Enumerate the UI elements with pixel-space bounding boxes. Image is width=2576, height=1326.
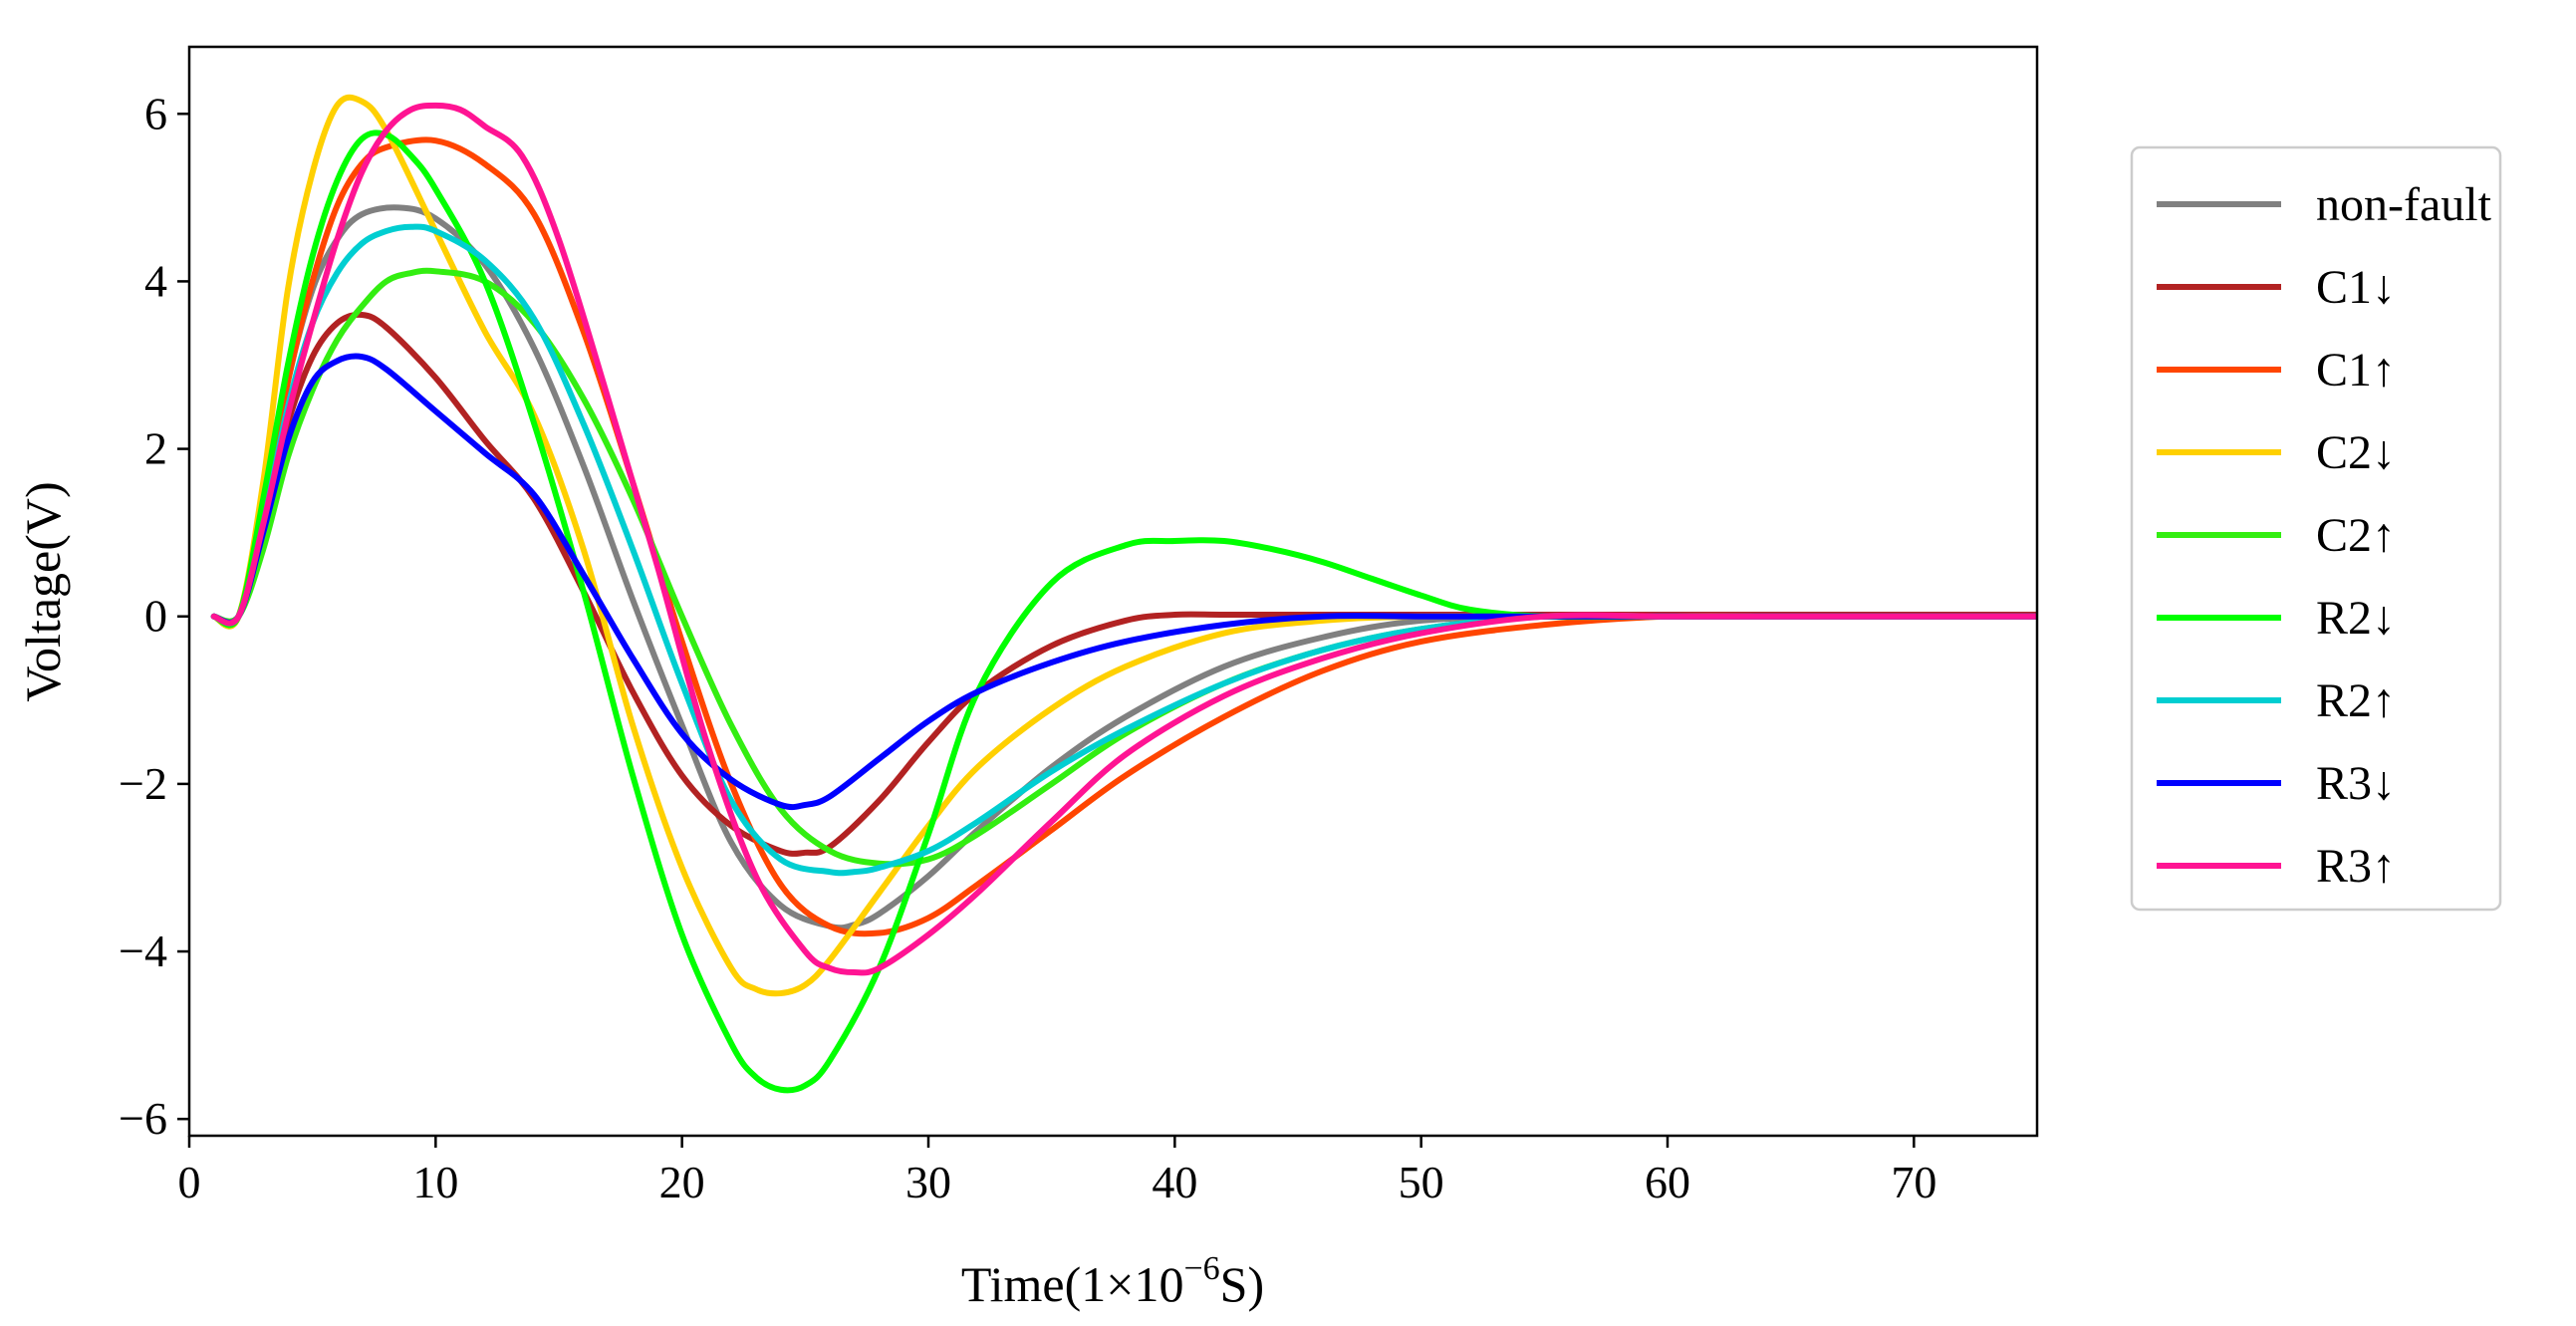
x-tick-label: 30	[905, 1157, 951, 1207]
y-axis-ticks: −6 −4 −2 0 2 4 6	[119, 88, 189, 1144]
y-tick-label: −6	[119, 1093, 167, 1144]
x-axis-ticks: 0 10 20 30 40 50 60 70	[178, 1136, 1936, 1207]
legend-label: R2↑	[2316, 674, 2396, 727]
legend-label: C2↑	[2316, 509, 2396, 562]
y-tick-label: 2	[144, 423, 167, 474]
x-tick-label: 0	[178, 1157, 201, 1207]
x-tick-label: 50	[1399, 1157, 1444, 1207]
legend-label: C2↓	[2316, 426, 2396, 479]
y-tick-label: 0	[144, 591, 167, 642]
legend-label: R2↓	[2316, 592, 2396, 645]
series-line-R2↓	[210, 130, 2037, 1094]
x-tick-label: 70	[1891, 1157, 1936, 1207]
x-tick-label: 40	[1152, 1157, 1197, 1207]
x-axis-label-main: Time(1×10	[961, 1256, 1184, 1312]
legend: non-fault C1↓ C1↑ C2↓ C2↑ R2↓ R2↑ R3↓ R3↑	[2130, 145, 2502, 912]
legend-label: C1↓	[2316, 261, 2396, 314]
plot-area	[187, 45, 2039, 1138]
x-axis-label: Time(1×10−6S)	[961, 1250, 1264, 1312]
x-tick-label: 10	[412, 1157, 458, 1207]
legend-label: R3↓	[2316, 757, 2396, 810]
x-axis-label-suffix: S)	[1220, 1256, 1264, 1312]
y-tick-label: 6	[144, 88, 167, 138]
legend-label: C1↑	[2316, 344, 2396, 397]
plot-frame	[187, 45, 2039, 1138]
series-layer	[210, 94, 2037, 1094]
y-tick-label: −4	[119, 926, 167, 976]
y-tick-label: 4	[144, 255, 167, 306]
legend-label: R3↑	[2316, 840, 2396, 893]
legend-label: non-fault	[2316, 178, 2492, 231]
legend-box	[2130, 145, 2502, 912]
y-axis-label: Voltage(V)	[15, 481, 71, 701]
series-line-R3↑	[210, 102, 2037, 976]
series-line-C1↑	[210, 136, 2037, 937]
x-tick-label: 60	[1645, 1157, 1690, 1207]
legend-items: non-fault C1↓ C1↑ C2↓ C2↑ R2↓ R2↑ R3↓ R3↑	[2157, 178, 2492, 893]
x-tick-label: 20	[659, 1157, 705, 1207]
y-tick-label: −2	[119, 758, 167, 809]
x-axis-label-exponent: −6	[1183, 1250, 1219, 1287]
